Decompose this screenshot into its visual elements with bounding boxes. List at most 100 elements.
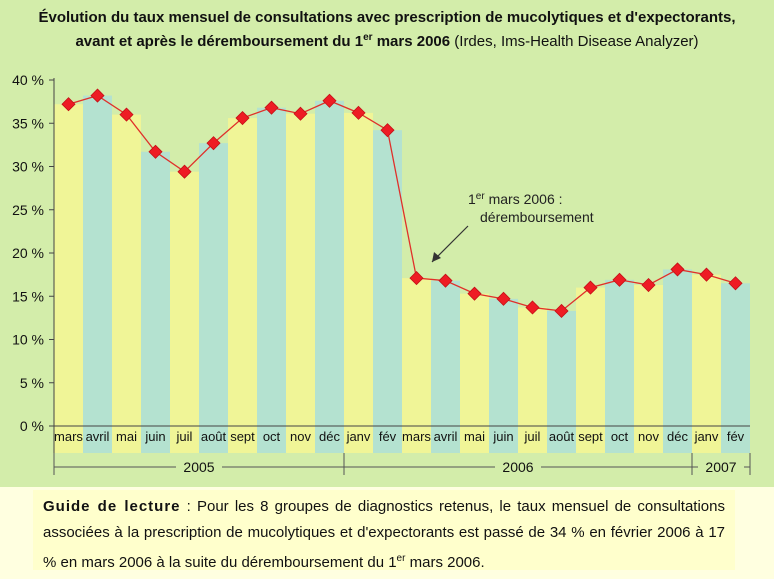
bar <box>315 100 344 453</box>
x-tick-label: mai <box>116 429 137 444</box>
bar <box>83 95 112 453</box>
x-tick-label: mars <box>54 429 83 444</box>
chart-svg: 0 %5 %10 %15 %20 %25 %30 %35 %40 % mars a… <box>12 72 751 475</box>
data-marker <box>206 136 221 151</box>
bar <box>228 118 257 453</box>
bar <box>489 298 518 453</box>
data-marker <box>90 88 105 103</box>
data-marker <box>467 286 482 301</box>
chart-title: Évolution du taux mensuel de consultatio… <box>0 8 774 52</box>
bar <box>286 113 315 453</box>
bar <box>402 278 431 453</box>
data-marker <box>612 272 627 287</box>
bar <box>170 171 199 453</box>
data-marker <box>177 164 192 179</box>
x-tick-label: juin <box>492 429 513 444</box>
reading-guide-text-end: mars 2006. <box>405 554 485 571</box>
chart-title-sup: er <box>363 32 373 43</box>
bar <box>112 114 141 453</box>
data-marker <box>148 144 163 159</box>
data-marker <box>438 273 453 288</box>
x-tick-label: janv <box>694 429 719 444</box>
data-marker <box>322 93 337 108</box>
data-marker <box>409 271 424 286</box>
x-tick-label: avril <box>86 429 110 444</box>
data-marker <box>235 110 250 126</box>
year-label-bg <box>698 459 744 475</box>
data-marker <box>670 262 685 277</box>
y-tick-label: 25 % <box>12 202 44 218</box>
chart-title-source: (Irdes, Ims-Health Disease Analyzer) <box>450 33 699 50</box>
data-marker <box>525 300 540 315</box>
x-tick-label: juin <box>144 429 165 444</box>
x-tick-label: juil <box>176 429 193 444</box>
bar <box>634 285 663 453</box>
x-tick-label: sept <box>230 429 255 444</box>
x-tick-label: fév <box>379 429 397 444</box>
x-tick-label: sept <box>578 429 603 444</box>
annotation-arrowhead <box>432 252 441 262</box>
y-tick-label: 20 % <box>12 245 44 261</box>
bar <box>518 307 547 453</box>
reading-guide: Guide de lecture : Pour les 8 groupes de… <box>33 490 735 571</box>
chart-title-line2: avant et après le déremboursement du 1er… <box>0 28 774 52</box>
year-label-bg <box>495 459 541 475</box>
data-marker <box>728 276 743 291</box>
x-tick-label: déc <box>667 429 688 444</box>
x-tick-label: janv <box>346 429 371 444</box>
bar <box>199 143 228 453</box>
data-marker <box>496 291 511 306</box>
bar <box>605 279 634 453</box>
bar <box>663 269 692 453</box>
y-tick-label: 0 % <box>20 418 44 434</box>
y-tick-label: 15 % <box>12 288 44 304</box>
data-marker <box>699 267 714 282</box>
bar <box>692 274 721 454</box>
chart-title-line2-main: avant et après le déremboursement du 1 <box>75 33 364 50</box>
chart-title-line2-end: mars 2006 <box>372 33 451 50</box>
data-marker <box>293 106 308 121</box>
bar <box>373 130 402 454</box>
y-tick-label: 5 % <box>20 375 44 391</box>
x-tick-label: déc <box>319 429 340 444</box>
data-marker <box>583 280 598 295</box>
reading-guide-label: Guide de lecture <box>43 498 181 515</box>
x-tick-label: oct <box>263 429 281 444</box>
x-tick-label: mars <box>402 429 431 444</box>
y-tick-label: 30 % <box>12 159 44 175</box>
bar <box>576 287 605 453</box>
bar <box>54 104 83 453</box>
data-marker <box>351 105 366 120</box>
y-tick-label: 40 % <box>12 72 44 88</box>
bar <box>257 107 286 454</box>
bar <box>431 280 460 453</box>
reading-guide-text: : Pour les 8 groupes de diagnostics rete… <box>43 498 725 571</box>
year-label: 2007 <box>705 459 736 475</box>
x-tick-label: août <box>201 429 227 444</box>
bar <box>344 112 373 454</box>
x-tick-label: avril <box>434 429 458 444</box>
x-tick-label: fév <box>727 429 745 444</box>
reading-guide-sup: er <box>396 553 406 564</box>
y-tick-label: 10 % <box>12 332 44 348</box>
x-tick-label: juil <box>524 429 541 444</box>
annotation-line2: déremboursement <box>480 209 594 225</box>
data-marker <box>119 107 134 122</box>
data-marker <box>641 277 656 293</box>
data-marker <box>380 123 395 138</box>
x-tick-label: août <box>549 429 575 444</box>
annotation-line1: 1er mars 2006 : <box>468 191 563 207</box>
year-label-bg <box>176 459 222 475</box>
bar <box>141 151 170 454</box>
x-tick-label: mai <box>464 429 485 444</box>
x-tick-label: nov <box>638 429 659 444</box>
data-marker <box>554 303 569 319</box>
year-label: 2005 <box>183 459 214 475</box>
chart-title-line1: Évolution du taux mensuel de consultatio… <box>38 9 736 26</box>
bar <box>721 283 750 453</box>
y-tick-label: 35 % <box>12 115 44 131</box>
data-marker <box>61 97 76 112</box>
data-marker <box>264 100 279 115</box>
x-tick-label: oct <box>611 429 629 444</box>
x-tick-label: nov <box>290 429 311 444</box>
